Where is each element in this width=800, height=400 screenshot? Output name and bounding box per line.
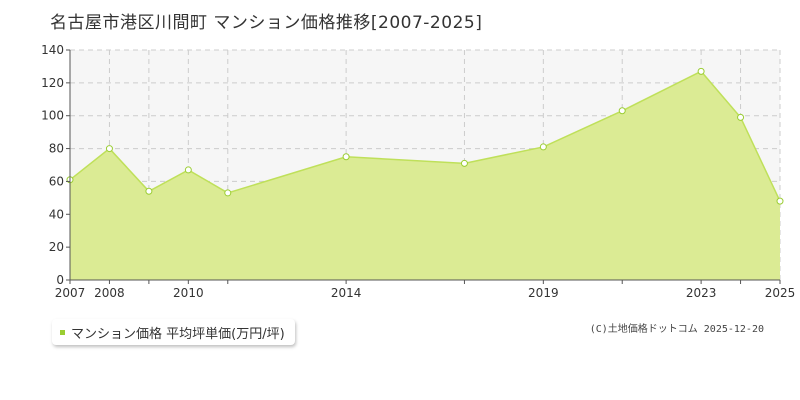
x-tick-label: 2014: [331, 286, 362, 300]
data-point: [697, 67, 705, 75]
x-tick-label: 2019: [528, 286, 559, 300]
y-tick-label: 20: [49, 240, 64, 254]
data-point: [184, 166, 192, 174]
y-tick-label: 120: [41, 76, 64, 90]
chart-title: 名古屋市港区川間町 マンション価格推移[2007-2025]: [50, 13, 483, 33]
area-fill: [70, 71, 780, 280]
y-tick-label: 60: [49, 174, 64, 188]
x-tick-label: 2023: [686, 286, 717, 300]
data-point: [460, 159, 468, 167]
x-tick-labels: 2007 2008 2010 2014 2019 2023 2025: [55, 286, 796, 300]
x-tick-label: 2025: [765, 286, 796, 300]
legend-label: マンション価格 平均坪単価(万円/坪): [71, 326, 285, 342]
x-tick-label: 2007: [55, 286, 86, 300]
y-tick-label: 0: [56, 273, 64, 287]
data-point: [618, 107, 626, 115]
legend-swatch: [60, 329, 65, 335]
y-tick-label: 140: [41, 43, 64, 57]
data-point: [145, 187, 153, 195]
axes: [66, 49, 781, 284]
data-point: [776, 197, 784, 205]
x-tick-label: 2010: [173, 286, 204, 300]
y-tick-label: 100: [41, 109, 64, 123]
y-tick-labels: 0 20 40 60 80 100 120 140: [41, 43, 64, 287]
legend: マンション価格 平均坪単価(万円/坪): [52, 319, 295, 345]
data-point: [224, 189, 232, 197]
x-tick-label: 2008: [94, 286, 125, 300]
series-line: [69, 70, 781, 202]
data-points: [66, 67, 784, 205]
data-point: [342, 153, 350, 161]
copyright: (C)土地価格ドットコム 2025-12-20: [589, 324, 764, 335]
data-point: [737, 113, 745, 121]
y-tick-label: 80: [49, 142, 64, 156]
data-point: [539, 143, 547, 151]
y-tick-label: 40: [49, 207, 64, 221]
data-point: [105, 145, 113, 153]
